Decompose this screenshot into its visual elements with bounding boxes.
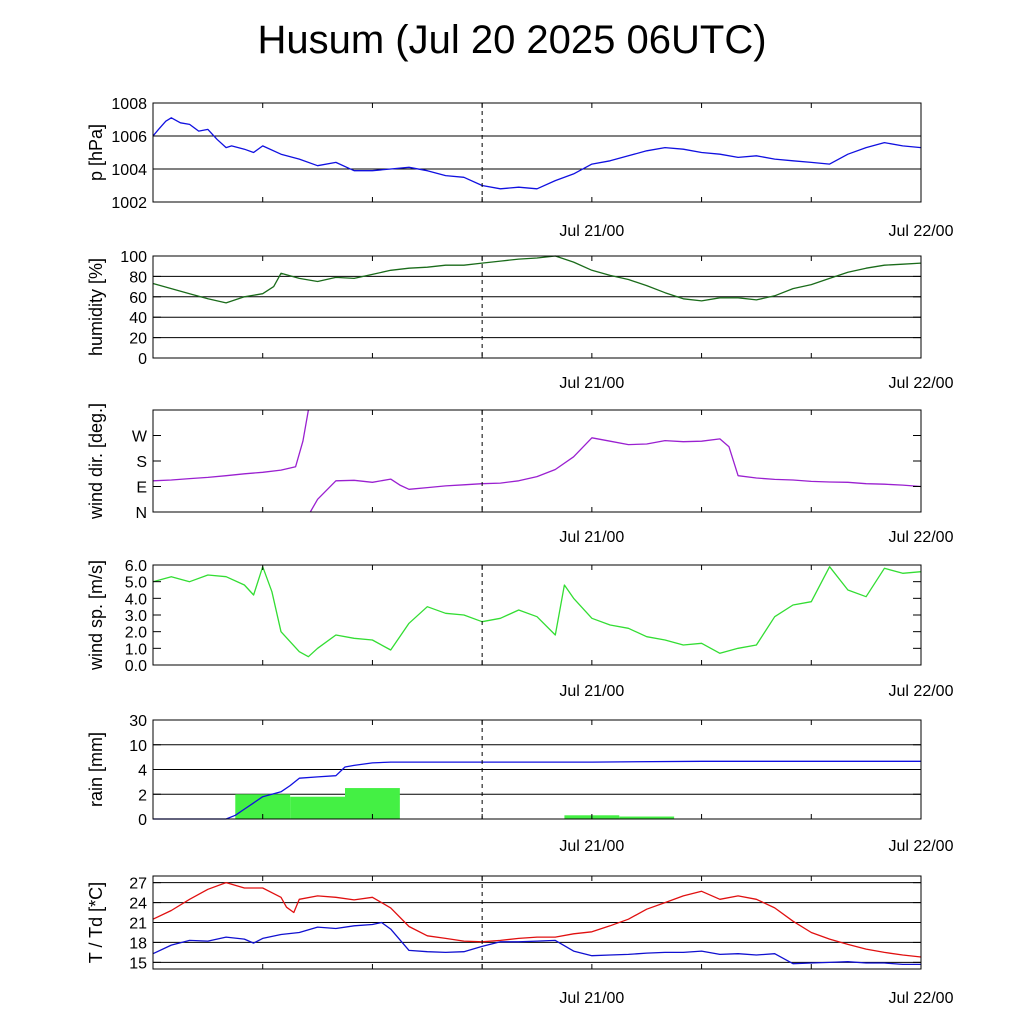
panel-frame [152,102,922,203]
y-axis-label: humidity [%] [86,258,106,356]
y-tick-label: 2 [138,787,147,804]
x-tick-label: Jul 21/00 [559,838,624,855]
y-tick-label: 10 [129,738,147,755]
y-tick-label: 3.0 [125,608,147,625]
y-axis-label: rain [mm] [86,732,106,807]
y-tick-label: 2.0 [125,625,147,642]
y-tick-label: 24 [129,896,147,913]
y-axis-label: p [hPa] [86,124,106,181]
series-line [152,117,922,190]
y-tick-label: 6.0 [125,558,147,575]
y-tick-label: N [135,505,147,522]
y-tick-label: 1002 [111,195,147,212]
x-tick-label: Jul 21/00 [559,683,624,700]
y-tick-label: 1.0 [125,641,147,658]
y-tick-label: W [132,429,148,446]
x-tick-label: Jul 22/00 [889,375,954,392]
rain-bar [290,796,345,819]
y-tick-label: 15 [129,955,147,972]
y-tick-label: 4.0 [125,591,147,608]
rain-bar [345,788,400,819]
series-line [152,255,922,304]
rain-bar [619,816,675,819]
y-tick-label: 1004 [111,162,147,179]
y-tick-label: 4 [138,763,147,780]
y-tick-label: 60 [129,290,147,307]
y-tick-label: 27 [129,876,147,893]
x-tick-label: Jul 21/00 [559,529,624,546]
y-tick-label: 0 [138,812,147,829]
y-tick-label: S [136,454,147,471]
x-tick-label: Jul 22/00 [889,529,954,546]
series-line [152,409,310,482]
x-tick-label: Jul 22/00 [889,990,954,1007]
series-line-td [152,921,921,966]
y-tick-label: 80 [129,269,147,286]
x-tick-label: Jul 21/00 [559,223,624,240]
y-axis-label: wind sp. [m/s] [86,560,106,671]
y-tick-label: 1008 [111,96,147,113]
y-tick-label: E [136,480,147,497]
y-tick-label: 18 [129,935,147,952]
y-tick-label: 5.0 [125,575,147,592]
y-tick-label: 30 [129,713,147,730]
y-tick-label: 20 [129,331,147,348]
x-tick-label: Jul 21/00 [559,375,624,392]
series-line [309,437,922,513]
y-tick-label: 40 [129,310,147,327]
y-axis-label: T / Td [*C] [86,882,106,963]
panel-frame [152,409,922,513]
series-line-t [152,881,922,958]
y-tick-label: 21 [129,916,147,933]
page-title: Husum (Jul 20 2025 06UTC) [257,18,767,62]
x-tick-label: Jul 22/00 [889,223,954,240]
y-tick-label: 0.0 [125,658,147,675]
x-tick-label: Jul 22/00 [889,838,954,855]
series-line [153,760,921,820]
y-tick-label: 0 [138,351,147,368]
y-axis-label: wind dir. [deg.] [86,403,106,520]
y-tick-label: 100 [120,249,147,266]
x-tick-label: Jul 21/00 [559,990,624,1007]
panel-frame [152,255,922,359]
series-line [152,566,922,658]
x-tick-label: Jul 22/00 [889,683,954,700]
y-tick-label: 1006 [111,129,147,146]
